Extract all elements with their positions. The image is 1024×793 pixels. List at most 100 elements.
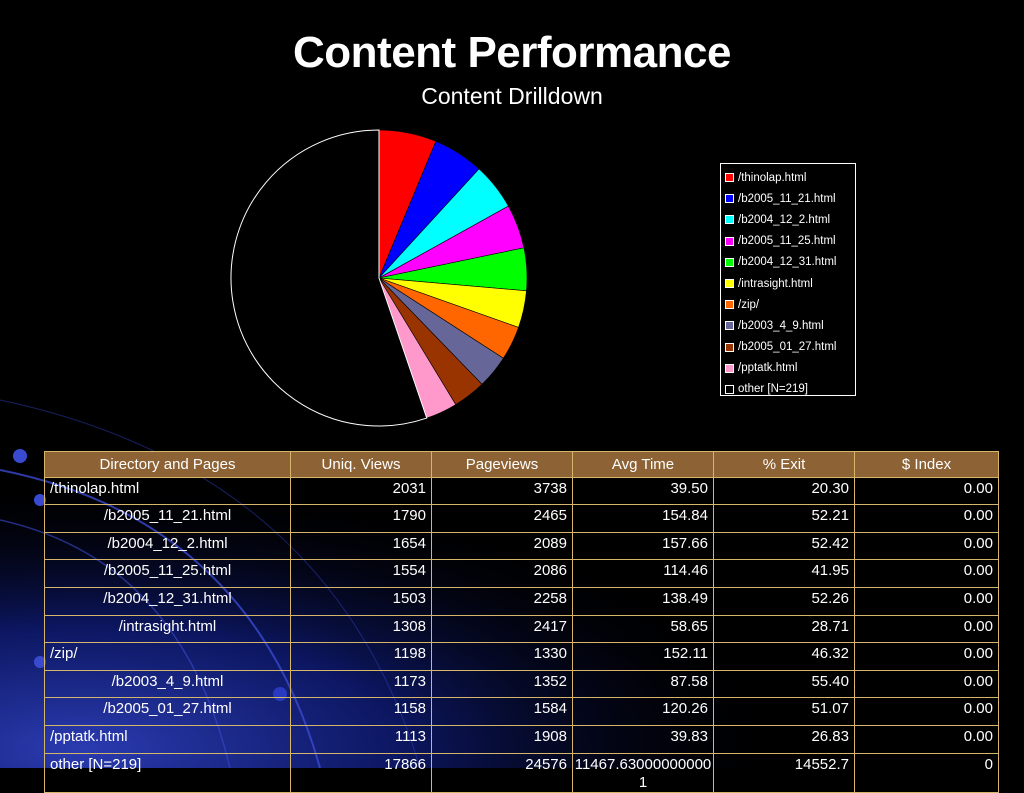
table-cell: 1584 (431, 697, 573, 726)
legend-swatch (725, 257, 734, 267)
legend-label: other [N=219] (738, 383, 809, 396)
table-cell: 11467.630000000001 (572, 752, 714, 793)
legend-item: other [N=219] (725, 379, 855, 400)
legend-swatch (725, 300, 734, 310)
table-cell: 39.50 (572, 476, 714, 506)
legend-item: /thinolap.html (725, 167, 855, 188)
table-row: /b2004_12_2.html 1654 2089 157.66 52.42 0.00 (44, 531, 999, 561)
legend-label: /b2004_12_2.html (738, 213, 831, 226)
table-cell: 1198 (290, 642, 432, 671)
legend-label: /b2005_11_21.html (738, 192, 836, 205)
table-cell: 0.00 (854, 669, 999, 699)
legend-swatch (725, 215, 734, 225)
pie-chart (230, 129, 528, 427)
table-cell: 152.11 (572, 642, 714, 671)
table-cell: 14552.7 (713, 752, 855, 793)
legend-label: /b2005_01_27.html (738, 341, 837, 354)
table-cell: 0 (854, 752, 999, 793)
table-row: /pptatk.html 1113 1908 39.83 26.83 0.00 (44, 724, 999, 754)
table-row: /b2004_12_31.html 1503 2258 138.49 52.26 0.00 (44, 586, 999, 616)
legend-label: /b2005_11_25.html (738, 235, 836, 248)
table-cell: 0.00 (854, 531, 999, 561)
column-header: Pageviews (431, 451, 573, 478)
table-cell: 20.30 (713, 476, 855, 506)
table-cell: 1554 (290, 559, 432, 588)
table-cell: 28.71 (713, 614, 855, 644)
table-cell: 1503 (290, 586, 432, 616)
legend-label: /b2004_12_31.html (738, 256, 837, 269)
table-cell: 0.00 (854, 559, 999, 588)
table-cell: 1113 (290, 724, 432, 754)
column-header: % Exit (713, 451, 855, 478)
table-cell: 0.00 (854, 476, 999, 506)
table-cell: 52.26 (713, 586, 855, 616)
table-cell: /b2003_4_9.html (44, 669, 291, 699)
table-cell: 1158 (290, 697, 432, 726)
table-cell: 0.00 (854, 586, 999, 616)
table-cell: 24576 (431, 752, 573, 793)
table-cell: 157.66 (572, 531, 714, 561)
table-cell: 154.84 (572, 504, 714, 533)
table-cell: 87.58 (572, 669, 714, 699)
table-cell: 0.00 (854, 724, 999, 754)
table-cell: 1908 (431, 724, 573, 754)
table-cell: 2258 (431, 586, 573, 616)
table-row: /b2005_01_27.html 1158 1584 120.26 51.07 0.00 (44, 697, 999, 726)
page-subtitle: Content Drilldown (421, 83, 603, 109)
table-cell: 2089 (431, 531, 573, 561)
table-cell: 1654 (290, 531, 432, 561)
table-cell: 2417 (431, 614, 573, 644)
table-header-row: Directory and Pages Uniq. Views Pageviews A… (44, 451, 999, 478)
table-cell: 0.00 (854, 697, 999, 726)
table-cell: /b2004_12_31.html (44, 586, 291, 616)
table-cell: 0.00 (854, 614, 999, 644)
table-row: other [N=219] 17866 24576 11467.63000000000… (44, 752, 999, 793)
table-cell: /b2005_01_27.html (44, 697, 291, 726)
table-cell: 0.00 (854, 504, 999, 533)
legend-item: /b2005_01_27.html (725, 337, 855, 358)
table-cell: 58.65 (572, 614, 714, 644)
table-cell: 46.32 (713, 642, 855, 671)
table-cell: 2031 (290, 476, 432, 506)
table-cell: 26.83 (713, 724, 855, 754)
legend-label: /thinolap.html (738, 171, 807, 184)
legend-label: /intrasight.html (738, 277, 813, 290)
table-cell: 1790 (290, 504, 432, 533)
legend-swatch (725, 363, 734, 373)
legend-item: /intrasight.html (725, 273, 855, 294)
chart-legend: /thinolap.html/b2005_11_21.html/b2004_12… (720, 163, 856, 396)
table-cell: /pptatk.html (44, 724, 291, 754)
table-cell: 39.83 (572, 724, 714, 754)
page-title: Content Performance (293, 28, 731, 77)
table-cell: 1173 (290, 669, 432, 699)
table-cell: 0.00 (854, 642, 999, 671)
table-row: /b2005_11_21.html 1790 2465 154.84 52.21 0.00 (44, 504, 999, 533)
legend-item: /b2004_12_2.html (725, 209, 855, 230)
table-cell: /intrasight.html (44, 614, 291, 644)
table-cell: 138.49 (572, 586, 714, 616)
table-cell: 3738 (431, 476, 573, 506)
table-cell: 120.26 (572, 697, 714, 726)
legend-item: /b2005_11_21.html (725, 188, 855, 209)
table-cell: 1352 (431, 669, 573, 699)
column-header: $ Index (854, 451, 999, 478)
table-row: /b2005_11_25.html 1554 2086 114.46 41.95 0.00 (44, 559, 999, 588)
table-row: /intrasight.html 1308 2417 58.65 28.71 0.00 (44, 614, 999, 644)
table-cell: /b2005_11_21.html (44, 504, 291, 533)
legend-swatch (725, 173, 734, 183)
legend-swatch (725, 194, 734, 204)
table-cell: 51.07 (713, 697, 855, 726)
table-cell: /zip/ (44, 642, 291, 671)
table-cell: 55.40 (713, 669, 855, 699)
legend-swatch (725, 279, 734, 289)
legend-swatch (725, 236, 734, 246)
content-table: Directory and Pages Uniq. Views Pageviews A… (44, 451, 999, 793)
legend-swatch (725, 384, 734, 394)
table-cell: 2465 (431, 504, 573, 533)
table-cell: other [N=219] (44, 752, 291, 793)
legend-item: /b2004_12_31.html (725, 252, 855, 273)
legend-item: /b2003_4_9.html (725, 315, 855, 336)
legend-swatch (725, 321, 734, 331)
table-cell: 17866 (290, 752, 432, 793)
legend-item: /b2005_11_25.html (725, 231, 855, 252)
